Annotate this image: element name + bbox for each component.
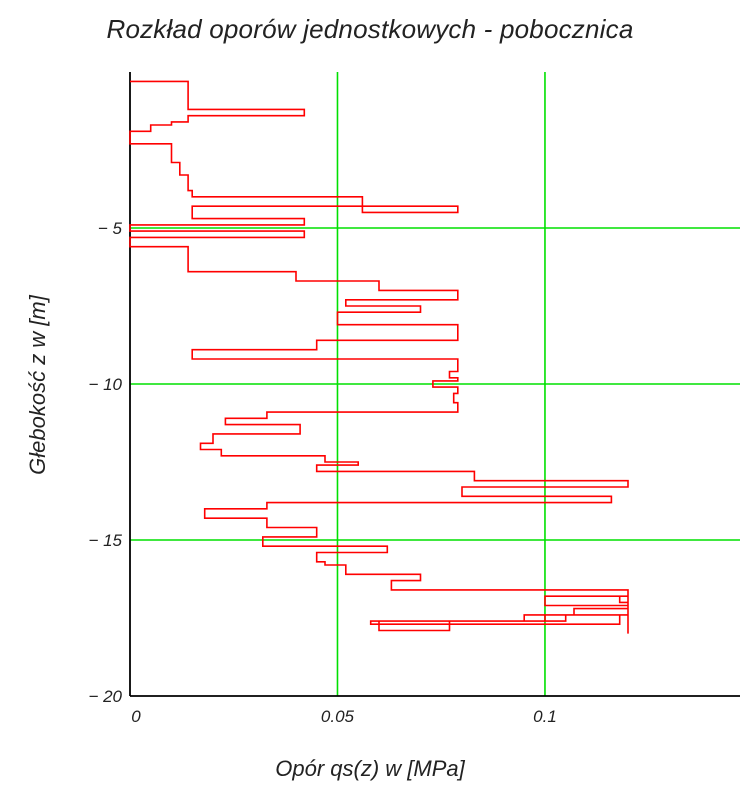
series-layer	[129, 80, 629, 634]
y-tick-label-3: − 20	[88, 687, 122, 706]
y-tick-label-2: − 15	[88, 531, 122, 550]
x-tick-label-1: 0.05	[321, 707, 355, 726]
x-tick-label-2: 0.1	[533, 707, 557, 726]
chart-title: Rozkład oporów jednostkowych - pobocznic…	[106, 14, 634, 44]
axis-layer	[129, 72, 740, 697]
y-axis-label: Głebokość z w [m]	[25, 295, 50, 475]
y-tick-label-1: − 10	[88, 375, 122, 394]
x-tick-label-0: 0	[131, 707, 141, 726]
x-axis-label: Opór qs(z) w [MPa]	[275, 756, 465, 781]
y-tick-label-0: − 5	[98, 219, 123, 238]
grid-layer	[130, 72, 740, 696]
series-line-0	[129, 80, 629, 634]
tick-layer: 0 0.05 0.1 − 5 − 10 − 15 − 20	[88, 219, 556, 726]
